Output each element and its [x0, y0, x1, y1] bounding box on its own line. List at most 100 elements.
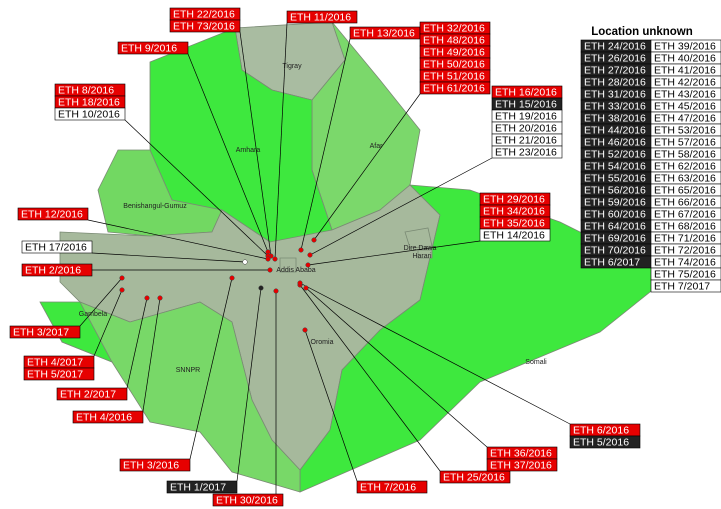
label-text: ETH 49/2016 — [423, 46, 485, 58]
region — [404, 227, 433, 249]
unknown-text: ETH 52/2016 — [584, 148, 646, 160]
unknown-text: ETH 27/2016 — [584, 64, 646, 76]
unknown-text: ETH 66/2016 — [654, 196, 716, 208]
label-text: ETH 14/2016 — [483, 229, 545, 241]
leader-line — [124, 119, 269, 257]
label-text: ETH 4/2016 — [76, 411, 132, 423]
region-label: Amhara — [236, 147, 261, 154]
unknown-text: ETH 24/2016 — [584, 40, 646, 52]
label-text: ETH 7/2016 — [360, 481, 416, 493]
label-box — [491, 145, 563, 159]
label-box — [54, 107, 126, 121]
unknown-text: ETH 38/2016 — [584, 112, 646, 124]
unknown-text: ETH 46/2016 — [584, 136, 646, 148]
unknown-text: ETH 42/2016 — [654, 76, 716, 88]
label-box — [72, 410, 144, 424]
label-box — [486, 458, 558, 472]
label-text: ETH 10/2016 — [58, 108, 120, 120]
label-text: ETH 22/2016 — [173, 8, 235, 20]
region — [61, 301, 301, 493]
label-text: ETH 20/2016 — [495, 122, 557, 134]
label-box — [212, 493, 284, 507]
unknown-text: ETH 74/2016 — [654, 256, 716, 268]
region-labels: Tigray Afar Amhara Benishangul-Gumuz Dir… — [79, 63, 547, 374]
label-box — [117, 41, 189, 55]
label-text: ETH 13/2016 — [353, 27, 415, 39]
site-dot — [298, 247, 304, 253]
leader-line — [187, 53, 269, 253]
unknown-text: ETH 64/2016 — [584, 220, 646, 232]
label-text: ETH 17/2016 — [25, 241, 87, 253]
region-label: Benishangul-Gumuz — [123, 203, 187, 210]
label-box — [119, 458, 191, 472]
label-text: ETH 51/2016 — [423, 70, 485, 82]
label-text: ETH 34/2016 — [483, 205, 545, 217]
label-text: ETH 6/2016 — [573, 424, 629, 436]
leader-line — [189, 277, 233, 460]
label-text: ETH 73/2016 — [173, 20, 235, 32]
unknown-text: ETH 65/2016 — [654, 184, 716, 196]
label-box — [56, 387, 128, 401]
unknown-text: ETH 72/2016 — [654, 244, 716, 256]
unknown-box — [650, 279, 721, 293]
label-text: ETH 32/2016 — [423, 22, 485, 34]
site-dot — [265, 256, 271, 262]
unknown-text: ETH 54/2016 — [584, 160, 646, 172]
site-dot — [157, 295, 163, 301]
unknown-text: ETH 45/2016 — [654, 100, 716, 112]
label-text: ETH 2/2016 — [25, 264, 81, 276]
unknown-text: ETH 58/2016 — [654, 148, 716, 160]
unknown-text: ETH 68/2016 — [654, 220, 716, 232]
unknown-text: ETH 6/2017 — [584, 256, 640, 268]
label-text: ETH 4/2017 — [27, 356, 83, 368]
label-text: ETH 50/2016 — [423, 58, 485, 70]
unknown-text: ETH 53/2016 — [654, 124, 716, 136]
label-box — [166, 480, 238, 494]
site-dot — [229, 275, 235, 281]
label-box — [479, 228, 551, 242]
unknown-text: ETH 44/2016 — [584, 124, 646, 136]
unknown-text: ETH 47/2016 — [654, 112, 716, 124]
label-box — [356, 480, 428, 494]
label-text: ETH 25/2016 — [443, 471, 505, 483]
label-box — [569, 435, 641, 449]
region-label: Afar — [370, 143, 384, 150]
unknown-text: ETH 28/2016 — [584, 76, 646, 88]
leader-line — [87, 219, 269, 260]
leader-line — [299, 282, 571, 425]
leader-line — [299, 284, 441, 472]
label-box — [21, 240, 93, 254]
unknown-text: ETH 57/2016 — [654, 136, 716, 148]
leader-line — [79, 277, 123, 327]
region-label: Oromia — [311, 339, 334, 346]
leader-line — [304, 329, 358, 482]
label-text: ETH 1/2017 — [170, 481, 226, 493]
region-label: Tigray — [282, 63, 302, 70]
label-text: ETH 8/2016 — [58, 84, 114, 96]
region-label: Somali — [525, 359, 547, 366]
site-dot — [302, 327, 308, 333]
unknown-text: ETH 67/2016 — [654, 208, 716, 220]
leader-line — [300, 38, 351, 251]
leader-line — [305, 287, 488, 448]
unknown-text: ETH 69/2016 — [584, 232, 646, 244]
unknown-text: ETH 71/2016 — [654, 232, 716, 244]
label-text: ETH 15/2016 — [495, 98, 557, 110]
label-box — [21, 263, 93, 277]
region-label: Addis Ababa — [276, 267, 315, 274]
unknown-text: ETH 43/2016 — [654, 88, 716, 100]
site-dot — [242, 259, 248, 265]
region-label: Dire Dawa — [404, 245, 437, 252]
label-text: ETH 11/2016 — [290, 11, 351, 23]
label-text: ETH 16/2016 — [495, 86, 557, 98]
leader-line — [313, 93, 421, 241]
leader-line — [309, 157, 493, 256]
site-dot — [258, 285, 264, 291]
site-dot — [297, 280, 303, 286]
label-text: ETH 12/2016 — [21, 208, 83, 220]
label-box — [17, 207, 89, 221]
region-label: Harari — [412, 253, 432, 260]
label-box — [419, 81, 491, 95]
